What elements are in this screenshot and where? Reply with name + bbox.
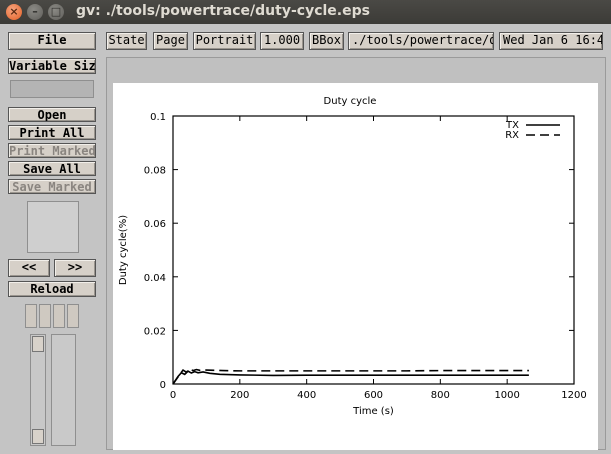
x-tick-label: 0: [170, 390, 176, 401]
series-line-tx: [172, 370, 529, 385]
y-tick-label: 0.06: [144, 219, 166, 230]
x-tick-label: 800: [431, 390, 450, 401]
save-marked-button[interactable]: Save Marked: [8, 179, 96, 194]
mark-toggle[interactable]: [53, 304, 65, 328]
status-field: [10, 80, 94, 98]
legend-label-rx: RX: [505, 130, 519, 141]
page-list[interactable]: [51, 334, 76, 446]
mark-toggle[interactable]: [39, 304, 51, 328]
page-menu-button[interactable]: Page: [153, 32, 188, 50]
page-list-scrollbar[interactable]: [30, 334, 46, 446]
next-page-button[interactable]: >>: [54, 259, 96, 277]
previous-page-button[interactable]: <<: [8, 259, 50, 277]
x-tick-label: 400: [297, 390, 316, 401]
x-tick-label: 1200: [561, 390, 586, 401]
bbox-menu-button[interactable]: BBox: [309, 32, 344, 50]
title-bar: × – □ gv: ./tools/powertrace/duty-cycle.…: [0, 0, 611, 24]
x-tick-label: 1000: [494, 390, 519, 401]
save-all-button[interactable]: Save All: [8, 161, 96, 176]
page-thumbnail-panner[interactable]: [27, 201, 79, 253]
x-tick-label: 200: [230, 390, 249, 401]
close-icon: ×: [9, 5, 19, 18]
minimize-window-button[interactable]: –: [27, 4, 43, 20]
duty-cycle-chart: Duty cycle 0 200 400 600 800 1000 1200 0 0.02 0.0…: [118, 96, 587, 417]
y-tick-label: 0.1: [150, 112, 166, 123]
window-title: gv: ./tools/powertrace/duty-cycle.eps: [76, 3, 370, 19]
maximize-icon: □: [50, 5, 62, 18]
open-button[interactable]: Open: [8, 107, 96, 122]
print-marked-button[interactable]: Print Marked: [8, 143, 96, 158]
legend-label-tx: TX: [505, 120, 519, 131]
series-line-rx: [172, 368, 529, 385]
x-axis-label: Time (s): [352, 406, 394, 417]
reload-button[interactable]: Reload: [8, 281, 96, 297]
mark-toggle[interactable]: [25, 304, 37, 328]
orientation-menu-button[interactable]: Portrait: [193, 32, 256, 50]
y-tick-label: 0.08: [144, 166, 166, 177]
y-axis-label: Duty cycle(%): [118, 215, 129, 285]
file-menu-button[interactable]: File: [8, 32, 96, 50]
y-tick-label: 0.04: [144, 273, 166, 284]
y-tick-label: 0: [160, 380, 166, 391]
close-window-button[interactable]: ×: [6, 4, 22, 20]
state-menu-button[interactable]: State: [106, 32, 147, 50]
minimize-icon: –: [32, 5, 38, 18]
zoom-menu-button[interactable]: 1.000: [260, 32, 304, 50]
media-size-button[interactable]: Variable Size: [8, 58, 96, 74]
mark-toggle[interactable]: [67, 304, 79, 328]
filename-display: ./tools/powertrace/d: [348, 32, 494, 50]
chart-title: Duty cycle: [324, 96, 377, 107]
x-tick-label: 600: [364, 390, 383, 401]
plot-area-frame: [172, 115, 575, 385]
scroll-up-arrow-icon[interactable]: [32, 336, 44, 352]
y-tick-label: 0.02: [144, 326, 166, 337]
document-page: Duty cycle 0 200 400 600 800 1000 1200 0 0.02 0.0…: [113, 83, 598, 450]
date-display: Wed Jan 6 16:4: [499, 32, 603, 50]
scroll-down-arrow-icon[interactable]: [32, 429, 44, 444]
print-all-button[interactable]: Print All: [8, 125, 96, 140]
maximize-window-button[interactable]: □: [48, 4, 64, 20]
